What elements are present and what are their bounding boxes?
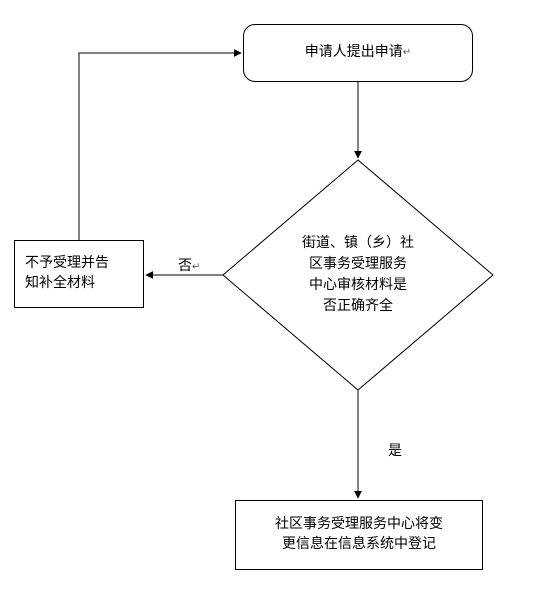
node-reject-label: 不予受理并告 知补全材料 xyxy=(25,254,109,293)
node-register: 社区事务受理服务中心将变 更信息在信息系统中登记 xyxy=(235,500,483,570)
decision-line-4: 否正确齐全 xyxy=(323,299,393,314)
register-line-2: 更信息在信息系统中登记 xyxy=(282,537,436,552)
register-line-1: 社区事务受理服务中心将变 xyxy=(275,517,443,532)
decision-line-3: 中心审核材料是 xyxy=(309,278,407,293)
edge-label-no-text: 否 xyxy=(178,259,192,274)
node-register-label: 社区事务受理服务中心将变 更信息在信息系统中登记 xyxy=(275,515,443,554)
edge-label-no: 否↵ xyxy=(178,255,200,275)
reject-line-2: 知补全材料 xyxy=(25,276,95,291)
flowchart-canvas: 申请人提出申请↵ 街道、镇（乡）社 区事务受理服务 中心审核材料是 否正确齐全 … xyxy=(0,0,547,592)
edge-reject-to-start xyxy=(79,53,241,240)
decision-line-2: 区事务受理服务 xyxy=(309,257,407,272)
edge-label-yes: 是 xyxy=(388,440,402,460)
decision-line-1: 街道、镇（乡）社 xyxy=(302,236,414,251)
return-mark: ↵ xyxy=(192,261,200,272)
node-decision: 街道、镇（乡）社 区事务受理服务 中心审核材料是 否正确齐全 xyxy=(223,160,493,390)
node-start-label: 申请人提出申请 xyxy=(305,43,403,63)
return-mark: ↵ xyxy=(403,46,411,60)
node-decision-label: 街道、镇（乡）社 区事务受理服务 中心审核材料是 否正确齐全 xyxy=(302,233,414,317)
node-reject: 不予受理并告 知补全材料 xyxy=(14,240,144,308)
reject-line-1: 不予受理并告 xyxy=(25,256,109,271)
node-start: 申请人提出申请↵ xyxy=(243,24,473,82)
